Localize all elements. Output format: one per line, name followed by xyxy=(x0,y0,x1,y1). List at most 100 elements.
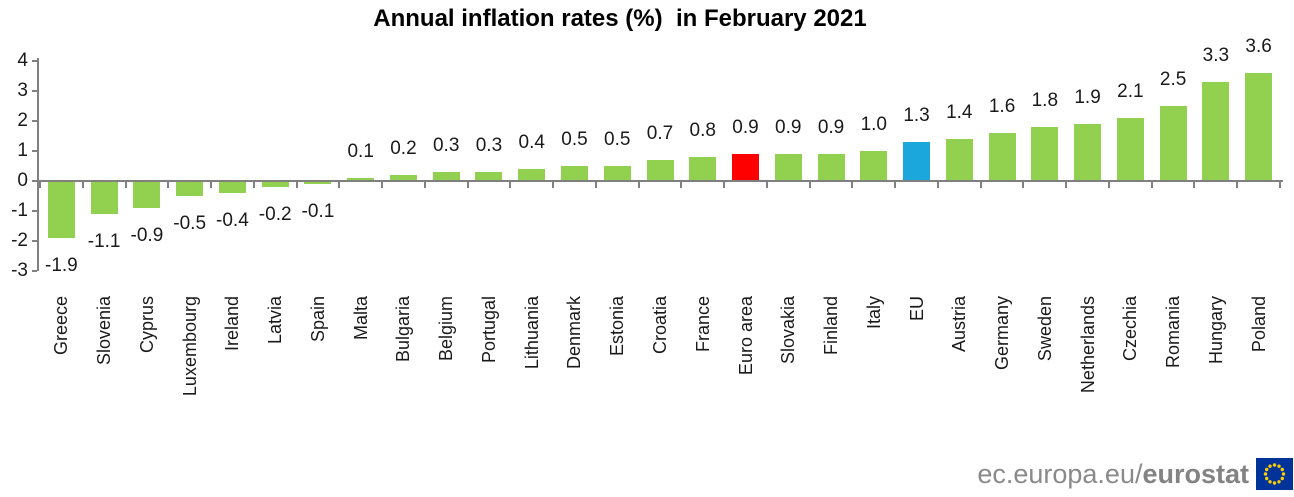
bar xyxy=(475,172,503,181)
bar xyxy=(1159,106,1187,181)
x-axis-label: Slovenia xyxy=(94,296,115,366)
x-axis-tick xyxy=(381,182,384,188)
bar xyxy=(774,154,802,181)
value-label: 0.5 xyxy=(561,129,588,150)
value-label: 1.6 xyxy=(988,96,1016,117)
x-axis-label: Latvia xyxy=(265,296,286,345)
x-axis-label: Netherlands xyxy=(1077,296,1098,394)
y-axis-tick xyxy=(32,150,37,152)
bar xyxy=(1031,127,1059,181)
x-axis-tick xyxy=(723,182,726,188)
value-label: 2.1 xyxy=(1117,81,1144,102)
x-axis-tick xyxy=(979,182,982,188)
value-label: 3.6 xyxy=(1245,36,1272,57)
x-axis-tick xyxy=(167,182,170,188)
x-axis-tick xyxy=(1107,182,1110,188)
x-axis-tick xyxy=(124,182,127,188)
x-axis-label: Austria xyxy=(949,296,970,353)
x-axis-tick xyxy=(765,182,768,188)
x-axis-tick xyxy=(552,182,555,188)
chart-title: Annual inflation rates (%) in February 2… xyxy=(373,5,867,32)
x-axis-line xyxy=(37,180,1283,182)
bar xyxy=(1202,82,1230,181)
x-axis-label: Spain xyxy=(307,296,328,343)
x-axis-label: Malta xyxy=(350,296,371,341)
bar xyxy=(432,172,460,181)
bar xyxy=(988,133,1016,181)
x-axis-tick xyxy=(680,182,683,188)
footer-url-eurostat: eurostat xyxy=(1142,458,1249,489)
y-axis-tick xyxy=(32,180,37,182)
footer-brand: ec.europa.eu/eurostat xyxy=(977,458,1293,490)
y-axis-tick xyxy=(32,240,37,242)
value-label: -0.5 xyxy=(173,213,207,234)
y-axis-tick xyxy=(32,120,37,122)
x-axis-tick xyxy=(252,182,255,188)
x-axis-tick xyxy=(210,182,213,188)
x-axis-label: Denmark xyxy=(564,296,585,370)
bar xyxy=(689,157,717,181)
value-label: 0.9 xyxy=(732,117,759,138)
value-label: -0.4 xyxy=(216,210,249,231)
x-axis-label: Sweden xyxy=(1034,296,1055,362)
y-axis-tick-label: 3 xyxy=(17,80,28,101)
x-axis-label: Ireland xyxy=(222,296,243,352)
x-axis-label: EU xyxy=(906,296,927,322)
value-label: 1.4 xyxy=(946,102,973,123)
y-axis-tick xyxy=(32,90,37,92)
y-axis-tick xyxy=(32,60,37,62)
bar xyxy=(47,181,75,238)
x-axis-label: Cyprus xyxy=(136,296,157,354)
x-axis-tick xyxy=(295,182,298,188)
y-axis-tick-label: 2 xyxy=(17,110,28,131)
x-axis-tick xyxy=(509,182,512,188)
value-label: 0.3 xyxy=(432,135,460,156)
x-axis-tick xyxy=(936,182,939,188)
x-axis-tick xyxy=(1279,182,1281,188)
x-axis-label: Euro area xyxy=(735,296,756,376)
value-label: 0.2 xyxy=(390,138,417,159)
x-axis-label: Estonia xyxy=(607,296,628,357)
x-axis-tick xyxy=(594,182,597,188)
x-axis-tick xyxy=(1022,182,1025,188)
bar xyxy=(1074,124,1102,181)
x-axis-tick xyxy=(338,182,341,188)
bar xyxy=(817,154,845,181)
x-axis-label: Finland xyxy=(821,296,842,356)
value-label: -0.2 xyxy=(258,204,292,225)
eu-flag-icon xyxy=(1256,458,1293,490)
bar xyxy=(732,154,760,181)
bar xyxy=(1245,73,1273,181)
x-axis-label: Belgium xyxy=(436,296,457,362)
x-axis-label: Romania xyxy=(1163,296,1184,369)
value-label: 1.9 xyxy=(1074,87,1101,108)
bar xyxy=(347,178,375,181)
bar xyxy=(903,142,931,181)
y-axis-tick xyxy=(32,210,37,212)
bar xyxy=(304,181,332,184)
y-axis-tick-label: 4 xyxy=(17,50,28,71)
bar xyxy=(560,166,588,181)
x-axis-label: Poland xyxy=(1248,296,1269,353)
x-axis-tick xyxy=(423,182,426,188)
bar xyxy=(1116,118,1144,181)
y-axis-tick xyxy=(32,270,37,272)
value-label: -1.9 xyxy=(45,255,78,276)
x-axis-label: Portugal xyxy=(478,296,499,364)
value-label: 0.3 xyxy=(475,135,503,156)
value-label: 1.8 xyxy=(1031,90,1059,111)
x-axis-label: Croatia xyxy=(650,296,670,355)
x-axis-label: Italy xyxy=(863,296,884,330)
x-axis-tick xyxy=(1236,182,1239,188)
value-label: -0.9 xyxy=(130,225,164,246)
value-label: 2.5 xyxy=(1159,69,1187,90)
x-axis-tick xyxy=(808,182,811,188)
bar xyxy=(518,169,546,181)
value-label: 0.9 xyxy=(775,117,802,138)
x-axis-label: Germany xyxy=(992,296,1013,371)
value-label: 1.0 xyxy=(860,114,887,135)
x-axis-tick xyxy=(466,182,469,188)
y-axis-tick-label: 1 xyxy=(17,140,28,161)
